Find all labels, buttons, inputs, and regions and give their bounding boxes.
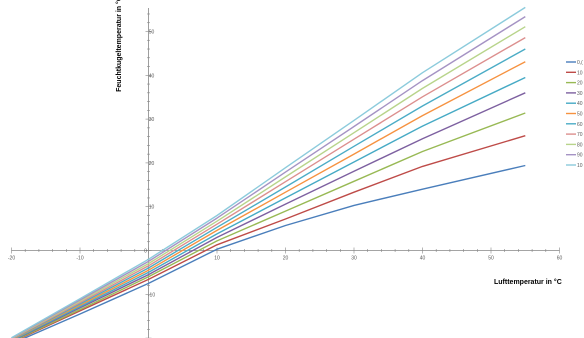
x-tick-label: 10 — [214, 256, 220, 262]
x-tick-label: -20 — [8, 256, 15, 262]
y-axis-title: Feuchtkugeltemperatur in °C — [115, 0, 123, 92]
y-tick-label: -10 — [148, 292, 155, 298]
legend-label: 90 — [577, 153, 583, 159]
x-tick-label: -10 — [76, 256, 83, 262]
series-line-10 — [11, 6, 526, 338]
series-line-6 — [12, 48, 526, 338]
legend-label: 30 — [577, 91, 583, 97]
legend-label: 60 — [577, 122, 583, 128]
y-tick-label: 20 — [149, 161, 155, 167]
legend-label: 20 — [577, 81, 583, 87]
y-tick-label: 50 — [149, 30, 155, 36]
series-line-9 — [11, 16, 526, 338]
series-line-4 — [15, 76, 526, 338]
legend-label: 70 — [577, 132, 583, 138]
tick-labels: -20 -10 10 20 30 40 50 60 -10 10 20 30 40 50 0 — [8, 30, 563, 299]
legend-label: 10 — [577, 163, 583, 169]
origin-tick-label: 0 — [144, 249, 147, 255]
x-tick-label: 50 — [488, 256, 494, 262]
legend-label: 0,( — [577, 60, 583, 66]
legend: 0,( 10 20 30 40 50 60 70 80 90 10 — [566, 60, 583, 169]
series-line-1 — [19, 135, 526, 338]
x-tick-label: 20 — [283, 256, 289, 262]
x-tick-label: 60 — [557, 256, 563, 262]
y-tick-label: 10 — [149, 205, 155, 211]
series-line-2 — [18, 112, 526, 338]
axes — [11, 8, 560, 338]
legend-label: 40 — [577, 101, 583, 107]
legend-label: 10 — [577, 70, 583, 76]
series-line-7 — [11, 36, 526, 338]
x-tick-label: 40 — [420, 256, 426, 262]
series-line-8 — [11, 26, 526, 338]
series-line-5 — [13, 61, 526, 338]
series-layer — [11, 6, 526, 338]
y-tick-label: 40 — [149, 73, 155, 79]
series-line-3 — [16, 92, 526, 338]
x-tick-label: 30 — [351, 256, 357, 262]
series-line-0 — [23, 164, 526, 338]
x-axis-title: Lufttemperatur in °C — [494, 278, 562, 286]
y-tick-label: 30 — [149, 117, 155, 123]
legend-label: 80 — [577, 142, 583, 148]
legend-label: 50 — [577, 112, 583, 118]
